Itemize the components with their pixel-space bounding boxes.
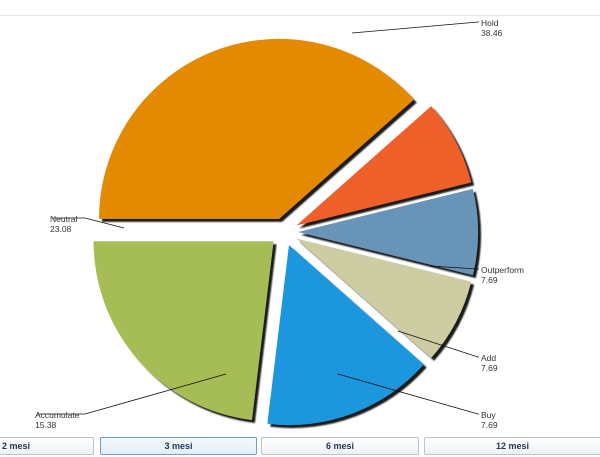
tab-label: 12 mesi <box>495 441 530 451</box>
slice-label: Add <box>481 353 496 363</box>
slice-value-label: 23.08 <box>50 224 72 234</box>
slice-label: Accumulate <box>35 410 80 420</box>
slice-label: Hold <box>481 18 499 28</box>
top-divider <box>0 15 600 16</box>
tab-2-mesi[interactable]: 2 mesi <box>0 437 94 455</box>
pie-slice-hold <box>99 38 414 219</box>
pie-slice-accumulate <box>267 245 424 426</box>
period-tabs: 2 mesi 3 mesi 6 mesi 12 mesi <box>0 437 600 457</box>
pie-slice-outperform <box>296 106 472 226</box>
slice-label: Neutral <box>50 214 78 224</box>
pie-chart: Hold38.46Outperform7.69Add7.69Buy7.69Acc… <box>35 18 524 430</box>
slice-value-label: 7.69 <box>481 420 498 430</box>
pie-slice-buy <box>296 238 472 358</box>
tab-label: 6 mesi <box>325 441 355 451</box>
slice-label: Outperform <box>481 265 524 275</box>
slice-label: Buy <box>481 410 496 420</box>
pie-slice-add <box>298 188 478 276</box>
leader-line-buy <box>337 373 479 415</box>
leader-line-hold <box>351 21 479 34</box>
slice-value-label: 15.38 <box>35 420 57 430</box>
leader-line-outperform <box>429 265 479 270</box>
tab-12-mesi[interactable]: 12 mesi <box>424 437 600 455</box>
leader-line-neutral <box>52 217 125 229</box>
leader-line-accumulate <box>37 373 227 415</box>
leader-line-add <box>397 330 479 358</box>
tab-3-mesi[interactable]: 3 mesi <box>100 437 257 455</box>
tab-label: 2 mesi <box>2 441 31 451</box>
slice-value-label: 7.69 <box>481 275 498 285</box>
slice-value-label: 38.46 <box>481 28 503 38</box>
pie-slice-neutral <box>93 241 274 420</box>
tab-6-mesi[interactable]: 6 mesi <box>261 437 419 455</box>
tab-label: 3 mesi <box>164 441 193 451</box>
slice-value-label: 7.69 <box>481 363 498 373</box>
